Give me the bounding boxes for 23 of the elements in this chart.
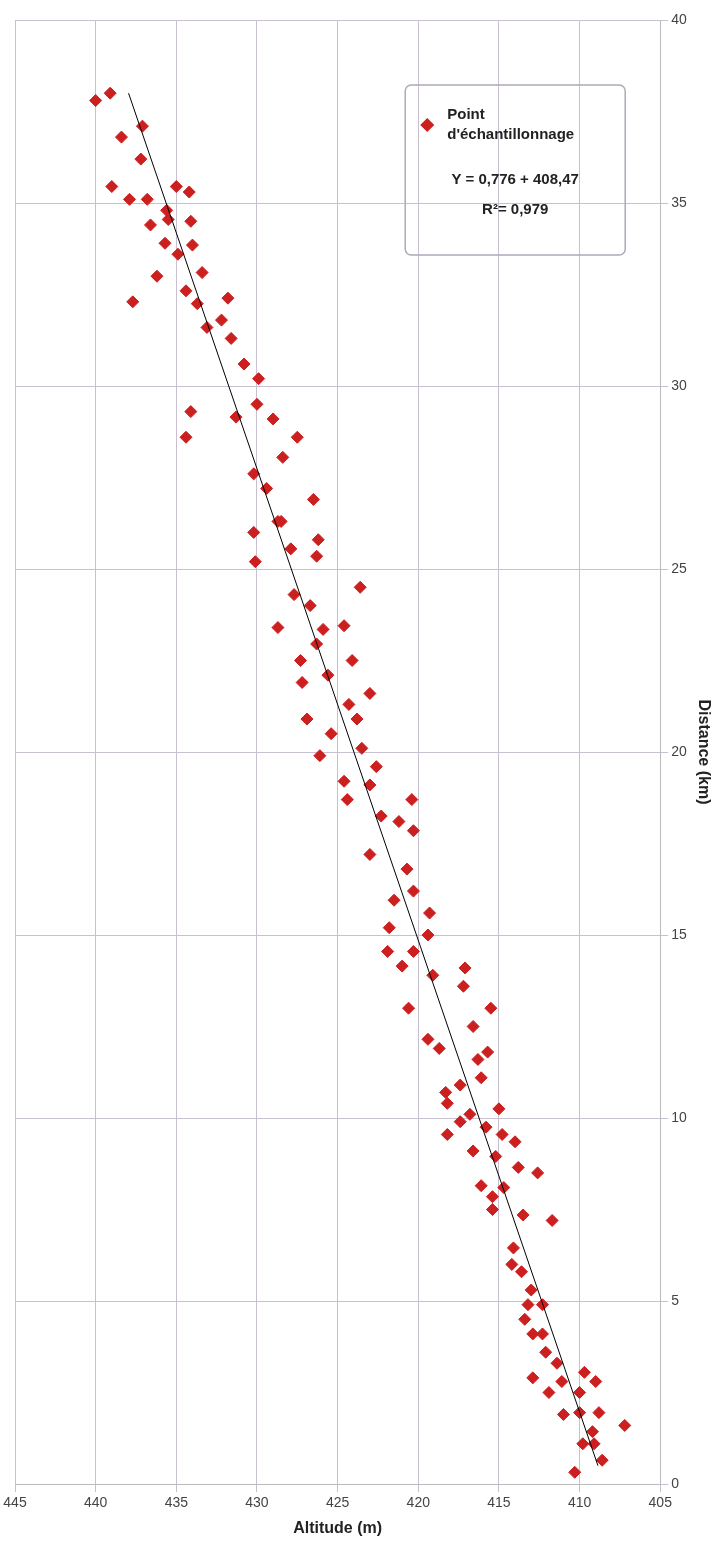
x-tick-label: 430 (245, 1494, 269, 1511)
y-tick-label: 40 (671, 10, 688, 27)
x-tick-label: 415 (487, 1494, 511, 1511)
y-axis-title: Distance (km) (695, 699, 713, 805)
y-tick-label: 25 (671, 559, 688, 576)
x-tick-label: 420 (406, 1494, 431, 1511)
legend-label: Point d'échantillonnage (447, 105, 575, 143)
annotation: R²= 0,979 (482, 200, 549, 218)
y-tick-label: 5 (671, 1291, 680, 1308)
y-tick-label: 20 (671, 742, 688, 759)
y-tick-label: 0 (671, 1474, 680, 1491)
x-tick-label: 405 (648, 1494, 673, 1511)
x-tick-label: 410 (567, 1494, 592, 1511)
y-tick-label: 15 (671, 925, 688, 942)
x-tick-label: 440 (83, 1494, 108, 1511)
y-tick-label: 30 (671, 376, 688, 393)
annotation: Y = 0,776 + 408,47 (451, 170, 579, 188)
x-tick-label: 425 (325, 1494, 350, 1511)
x-axis-title: Altitude (m) (293, 1518, 383, 1536)
y-tick-label: 10 (671, 1108, 688, 1125)
y-tick-label: 35 (671, 193, 688, 210)
x-tick-label: 435 (164, 1494, 189, 1511)
x-tick-label: 445 (3, 1494, 27, 1511)
